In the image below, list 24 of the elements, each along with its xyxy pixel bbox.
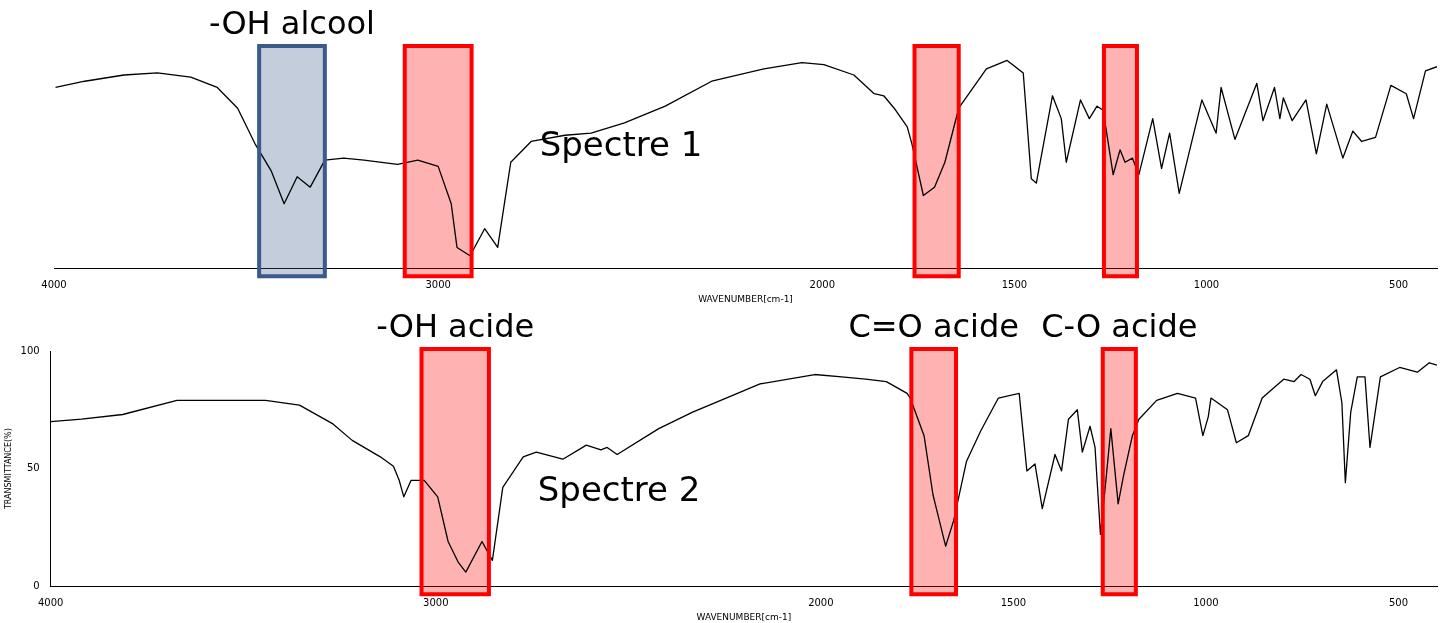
x-tick-label: 3000 <box>425 278 451 290</box>
annotation: Spectre 1 <box>539 123 703 164</box>
y-tick-label: 50 <box>26 462 40 474</box>
x-tick-label: 1500 <box>1000 596 1027 608</box>
band-label: C-O acide <box>1041 307 1198 346</box>
x-axis-title: WAVENUMBER[cm-1] <box>698 293 793 304</box>
band-label: -OH alcool <box>208 4 375 43</box>
x-tick-label: 1000 <box>1193 278 1220 290</box>
y-tick-label: 100 <box>20 344 40 356</box>
x-tick-label: 2000 <box>808 596 834 608</box>
x-tick-label: 1000 <box>1193 596 1219 608</box>
x-tick-label: 1500 <box>1001 278 1028 290</box>
x-tick-label: 4000 <box>41 278 67 290</box>
annotation: Spectre 2 <box>537 468 701 509</box>
x-tick-label: 500 <box>1388 596 1409 608</box>
band-label: C=O acide <box>848 307 1019 346</box>
x-tick-label: 2000 <box>809 278 836 290</box>
x-tick-label: 3000 <box>423 596 449 608</box>
x-axis-title: WAVENUMBER[cm-1] <box>696 611 792 622</box>
x-tick-label: 500 <box>1389 278 1409 290</box>
y-tick-label: 0 <box>33 579 40 591</box>
y-axis-title: TRANSMITTANCE(%) <box>3 428 13 511</box>
band-label: -OH acide <box>376 307 535 346</box>
x-tick-label: 4000 <box>37 596 64 608</box>
